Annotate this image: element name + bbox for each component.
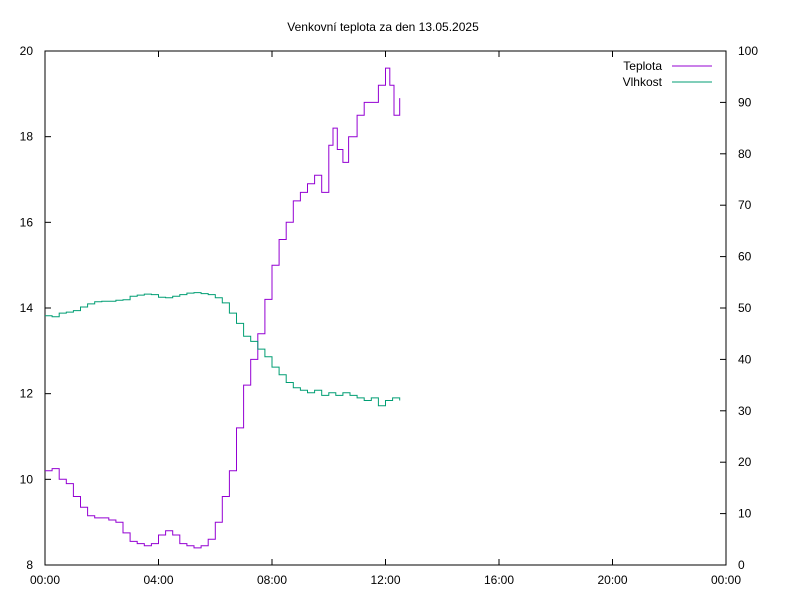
- y-left-tick-label: 18: [20, 130, 34, 144]
- series-line-teplota: [45, 67, 401, 549]
- legend-label: Vlhkost: [623, 75, 663, 89]
- y-right-tick-label: 60: [738, 250, 752, 264]
- x-tick-label: 12:00: [370, 573, 400, 587]
- y-left-tick-label: 10: [20, 472, 34, 486]
- y-right-tick-label: 70: [738, 198, 752, 212]
- chart-title: Venkovní teplota za den 13.05.2025: [287, 20, 479, 34]
- y-right-tick-label: 0: [738, 558, 745, 572]
- legend-label: Teplota: [623, 59, 662, 73]
- y-right-tick-label: 100: [738, 44, 758, 58]
- y-left-tick-label: 20: [20, 44, 34, 58]
- legend: Teplota Vlhkost: [623, 59, 712, 89]
- y-right-tick-label: 50: [738, 301, 752, 315]
- y-left-tick-label: 14: [20, 301, 34, 315]
- plot-frame: [44, 50, 727, 566]
- x-tick-label: 16:00: [484, 573, 514, 587]
- y-left-tick-label: 8: [26, 558, 33, 572]
- x-tick-label: 00:00: [711, 573, 741, 587]
- y-right-tick-label: 30: [738, 404, 752, 418]
- x-tick-label: 00:00: [30, 573, 60, 587]
- y-right-tick-label: 10: [738, 507, 752, 521]
- series-layer: [45, 67, 401, 549]
- y-left-tick-label: 16: [20, 215, 34, 229]
- x-tick-label: 20:00: [597, 573, 627, 587]
- y-right-tick-label: 20: [738, 455, 752, 469]
- y-left-tick-label: 12: [20, 387, 34, 401]
- y-right-tick-label: 40: [738, 352, 752, 366]
- x-tick-label: 04:00: [143, 573, 173, 587]
- axes: 00:00 04:00 08:00 12:00 16:00 20:00 00:0081012…: [20, 44, 759, 587]
- y-right-tick-label: 90: [738, 95, 752, 109]
- x-tick-label: 08:00: [257, 573, 287, 587]
- series-line-vlhkost: [45, 292, 401, 407]
- y-right-tick-label: 80: [738, 147, 752, 161]
